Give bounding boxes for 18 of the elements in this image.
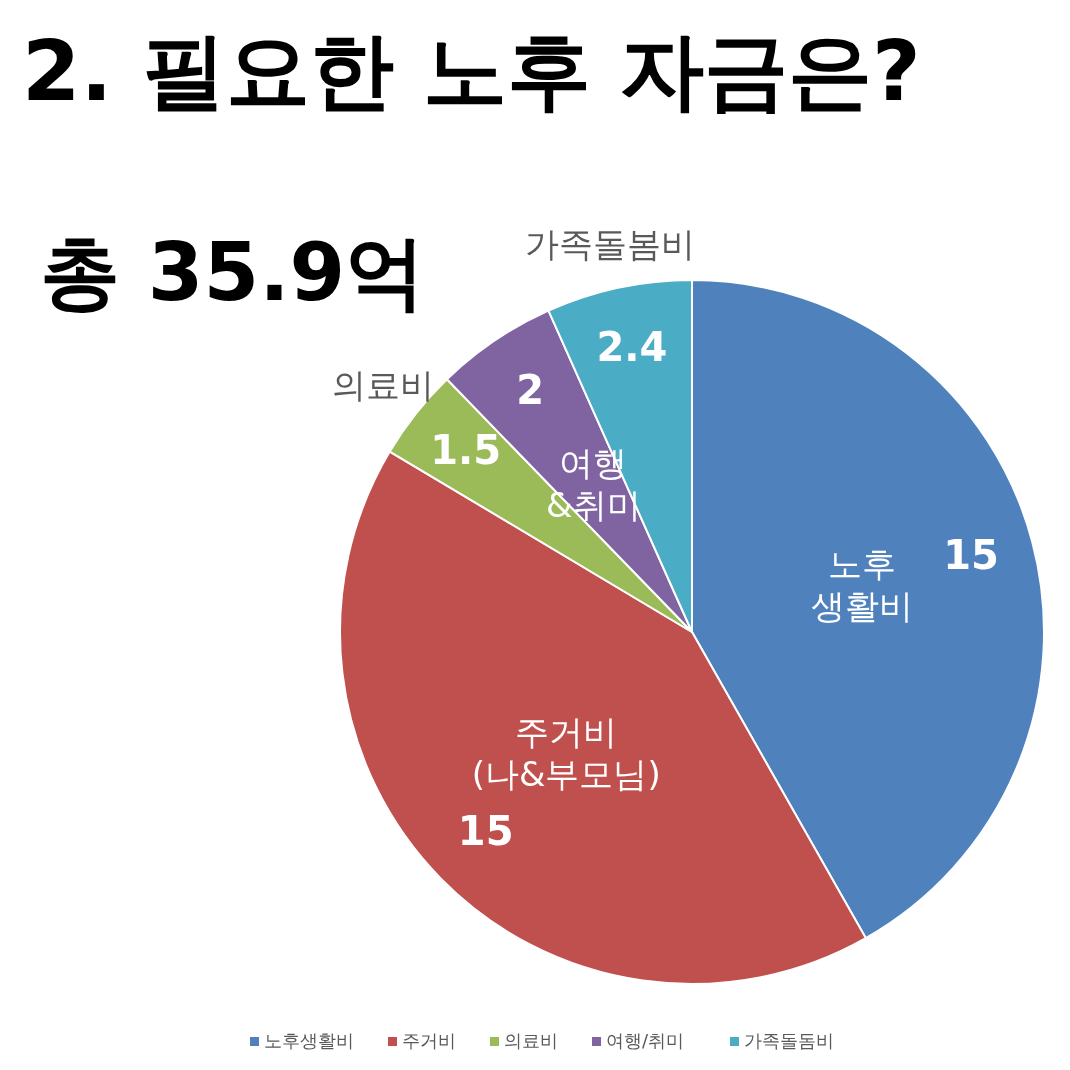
legend-label: 주거비 [402, 1030, 456, 1051]
text: 노후 [828, 543, 897, 584]
legend-label: 노후생활비 [264, 1030, 354, 1051]
data-label: 2.4 [596, 323, 668, 370]
slice-label: 주거비 [515, 711, 618, 752]
text: 가족돌봄비 [524, 223, 695, 264]
legend-label: 의료비 [504, 1030, 558, 1051]
text: 생활비 [811, 585, 914, 626]
chart-subtitle: 총 35.9억 [40, 226, 426, 319]
data-label: 2 [516, 366, 545, 413]
legend-label: 여행/취미 [606, 1030, 685, 1051]
legend-label: 가족돌돔비 [744, 1030, 834, 1051]
data-label: 15 [457, 807, 514, 854]
slice-label: 의료비 [331, 364, 434, 405]
text: (나&부모님) [471, 753, 661, 794]
data-label: 15 [943, 532, 999, 579]
data-label: 1.5 [430, 426, 502, 473]
chart-title: 2. 필요한 노후 자금은? [22, 22, 921, 120]
